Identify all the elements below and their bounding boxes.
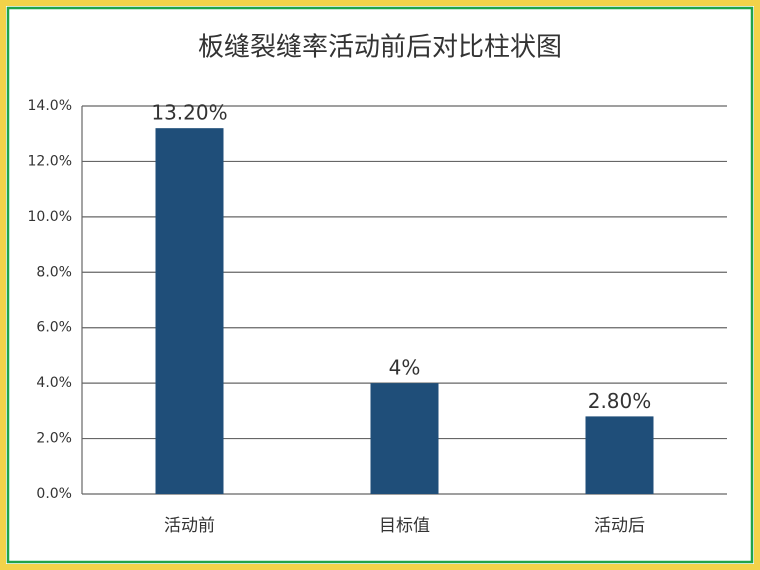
chart-title: 板缝裂缝率活动前后对比柱状图	[198, 33, 562, 63]
y-tick-label: 10.0%	[28, 209, 72, 225]
y-tick-label: 14.0%	[28, 98, 72, 114]
x-tick-label: 目标值	[379, 516, 430, 536]
x-tick-label: 活动后	[594, 516, 645, 536]
y-tick-label: 12.0%	[28, 153, 72, 169]
x-tick-label: 活动前	[164, 516, 215, 536]
y-tick-label: 4.0%	[36, 375, 72, 391]
bar	[585, 416, 654, 494]
bar	[155, 128, 224, 494]
value-label: 2.80%	[588, 389, 652, 413]
y-tick-label: 6.0%	[36, 320, 72, 336]
inner-border	[6, 6, 754, 564]
y-tick-label: 8.0%	[36, 264, 72, 280]
value-label: 4%	[389, 356, 421, 380]
y-tick-label: 2.0%	[36, 431, 72, 447]
value-label: 13.20%	[151, 101, 227, 125]
bar	[370, 383, 439, 494]
y-tick-label: 0.0%	[36, 486, 72, 502]
